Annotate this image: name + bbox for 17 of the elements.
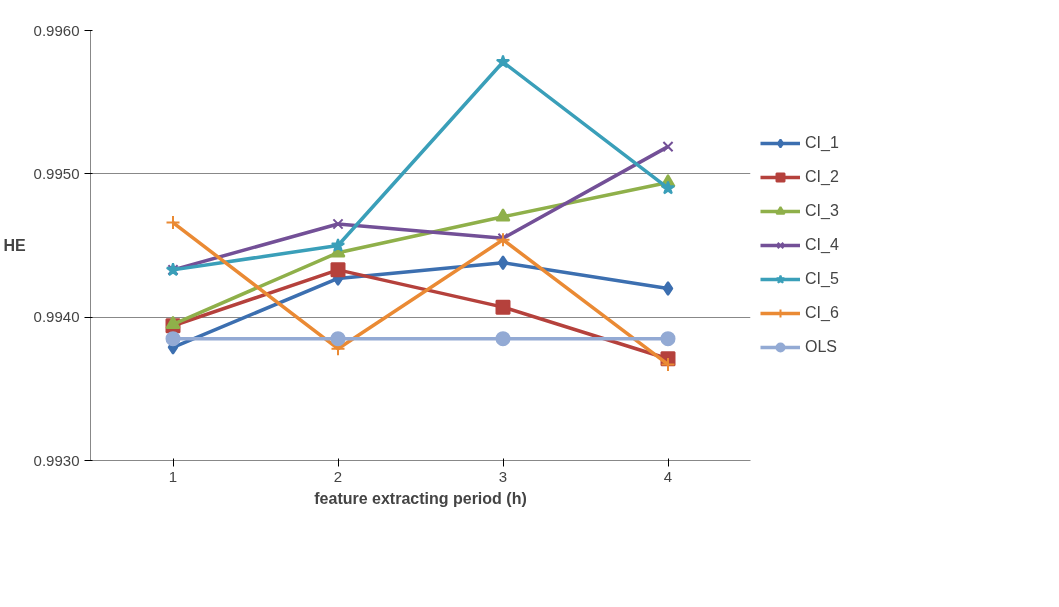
legend-label: CI_6 <box>805 304 840 322</box>
x-tick-label: 3 <box>498 467 508 485</box>
legend-label: OLS <box>805 338 838 356</box>
legend-label: CI_1 <box>805 134 840 152</box>
legend-label: CI_3 <box>805 202 840 220</box>
y-tick-label: 0.9950 <box>33 164 80 182</box>
x-tick-label: 2 <box>333 467 343 485</box>
legend-label: CI_2 <box>805 168 840 186</box>
y-tick-label: 0.9930 <box>33 451 80 469</box>
legend-label: CI_5 <box>805 270 840 288</box>
x-tick-label: 4 <box>663 467 673 485</box>
x-axis-title: feature extracting period (h) <box>314 489 527 507</box>
y-tick-label: 0.9940 <box>33 308 80 326</box>
legend-label: CI_4 <box>805 236 840 254</box>
y-tick-label: 0.9960 <box>33 21 80 39</box>
y-axis-title: HE <box>3 237 26 254</box>
x-tick-label: 1 <box>168 467 178 485</box>
